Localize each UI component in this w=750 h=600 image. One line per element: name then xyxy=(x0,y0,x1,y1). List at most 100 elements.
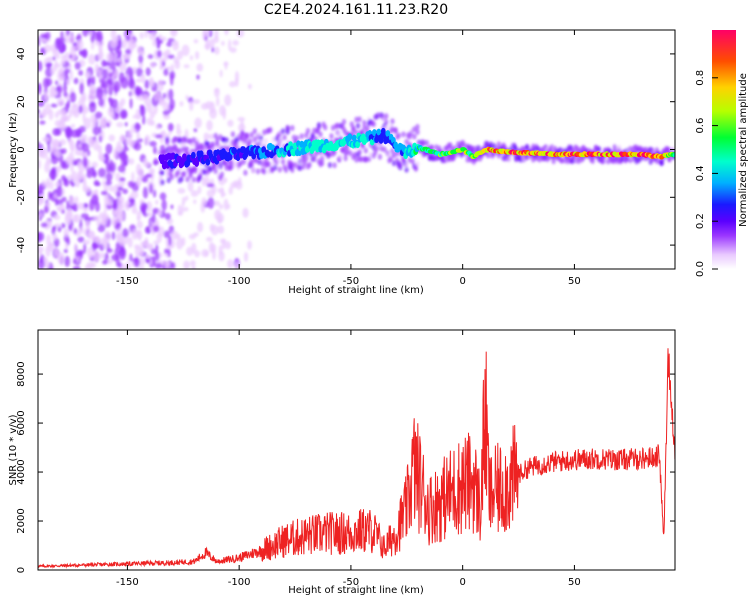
heatmap-speckle xyxy=(232,40,239,46)
heatmap-halo xyxy=(312,156,317,163)
heatmap-speckle xyxy=(105,172,113,181)
heatmap-speckle xyxy=(224,94,232,107)
heatmap-speckle xyxy=(109,61,116,70)
heatmap-ridge-point xyxy=(198,150,204,158)
heatmap-speckle xyxy=(136,176,142,187)
heatmap-speckle xyxy=(142,186,149,199)
heatmap-speckle xyxy=(156,36,161,48)
heatmap-speckle xyxy=(103,238,108,250)
heatmap-speckle xyxy=(138,53,144,64)
snr-x-label: Height of straight line (km) xyxy=(288,585,424,596)
heatmap-speckle xyxy=(92,139,99,151)
heatmap-speckle xyxy=(149,183,153,194)
heatmap-speckle xyxy=(98,125,102,135)
heatmap-speckle xyxy=(166,260,170,269)
heatmap-halo xyxy=(319,155,325,162)
heatmap-speckle xyxy=(127,129,133,141)
heatmap-x-label: Height of straight line (km) xyxy=(288,285,424,296)
heatmap-speckle xyxy=(144,30,148,39)
heatmap-speckle xyxy=(50,66,56,75)
heatmap-speckle xyxy=(196,74,200,80)
heatmap-speckle xyxy=(119,135,126,142)
heatmap-speckle xyxy=(118,101,124,111)
heatmap-speckle xyxy=(59,160,67,169)
heatmap-speckle xyxy=(120,76,129,89)
heatmap-halo xyxy=(358,156,364,163)
heatmap-halo xyxy=(258,139,264,146)
heatmap-speckle xyxy=(84,71,91,78)
heatmap-halo xyxy=(175,169,181,176)
heatmap-halo xyxy=(551,158,556,165)
heatmap-speckle xyxy=(63,228,70,237)
heatmap-speckle xyxy=(100,219,105,227)
heatmap-speckle xyxy=(170,230,179,240)
heatmap-ridge-point xyxy=(672,152,675,158)
heatmap-speckle xyxy=(87,31,93,37)
heatmap-speckle xyxy=(83,185,92,193)
heatmap-halo xyxy=(351,127,356,134)
heatmap-speckle xyxy=(109,112,115,119)
heatmap-speckle xyxy=(55,80,59,86)
colorbar-tick-label: 0.2 xyxy=(695,213,706,229)
heatmap-speckle xyxy=(97,225,106,233)
heatmap-speckle xyxy=(110,38,119,48)
snr-y-tick-label: 8000 xyxy=(16,361,27,386)
heatmap-speckle xyxy=(66,175,75,180)
heatmap-speckle xyxy=(88,137,94,148)
heatmap-speckle xyxy=(86,171,93,179)
heatmap-speckle xyxy=(68,137,72,146)
heatmap-speckle xyxy=(137,266,145,269)
heatmap-speckle xyxy=(92,75,96,86)
heatmap-speckle xyxy=(191,265,196,269)
heatmap-speckle xyxy=(56,97,65,107)
heatmap-speckle xyxy=(144,226,150,234)
heatmap-speckle xyxy=(207,197,215,209)
heatmap-halo xyxy=(169,174,175,181)
heatmap-speckle xyxy=(47,141,51,153)
heatmap-speckle xyxy=(181,237,186,247)
heatmap-speckle xyxy=(113,148,118,159)
heatmap-speckle xyxy=(98,46,103,56)
heatmap-speckle xyxy=(152,146,157,155)
heatmap-speckle xyxy=(224,30,229,36)
heatmap-speckle xyxy=(56,205,61,212)
heatmap-speckle xyxy=(66,99,71,109)
heatmap-speckle xyxy=(136,67,143,77)
heatmap-speckle xyxy=(136,138,144,143)
heatmap-speckle xyxy=(95,30,103,42)
heatmap-halo xyxy=(327,151,333,158)
heatmap-speckle xyxy=(197,185,202,195)
heatmap-speckle xyxy=(169,73,174,86)
heatmap-halo xyxy=(596,146,602,153)
heatmap-speckle xyxy=(39,120,46,125)
heatmap-speckle xyxy=(38,159,42,170)
heatmap-halo xyxy=(164,139,170,146)
heatmap-ridge-point xyxy=(251,152,257,160)
heatmap-halo xyxy=(390,118,395,125)
heatmap-speckle xyxy=(139,105,146,117)
heatmap-speckle xyxy=(70,123,76,128)
heatmap-halo xyxy=(294,135,300,142)
heatmap-halo xyxy=(628,145,633,152)
heatmap-speckle xyxy=(218,245,223,256)
heatmap-speckle xyxy=(139,50,145,56)
heatmap-speckle xyxy=(101,80,109,89)
heatmap-speckle xyxy=(70,161,74,173)
heatmap-speckle xyxy=(66,79,71,86)
heatmap-halo xyxy=(166,177,171,184)
heatmap-halo xyxy=(323,124,328,131)
heatmap-speckle xyxy=(112,199,118,211)
heatmap-speckle xyxy=(144,134,151,146)
heatmap-halo xyxy=(282,134,287,141)
heatmap-speckle xyxy=(127,236,133,248)
heatmap-speckle xyxy=(117,186,124,191)
heatmap-speckle xyxy=(201,197,207,206)
heatmap-ridge-point xyxy=(371,129,377,137)
heatmap-speckle xyxy=(139,168,144,180)
snr-y-tick-label: 4000 xyxy=(16,459,27,484)
heatmap-speckle xyxy=(154,262,163,269)
heatmap-speckle xyxy=(144,203,148,210)
heatmap-speckle xyxy=(115,58,123,63)
heatmap-halo xyxy=(290,125,295,132)
heatmap-halo xyxy=(355,122,361,129)
